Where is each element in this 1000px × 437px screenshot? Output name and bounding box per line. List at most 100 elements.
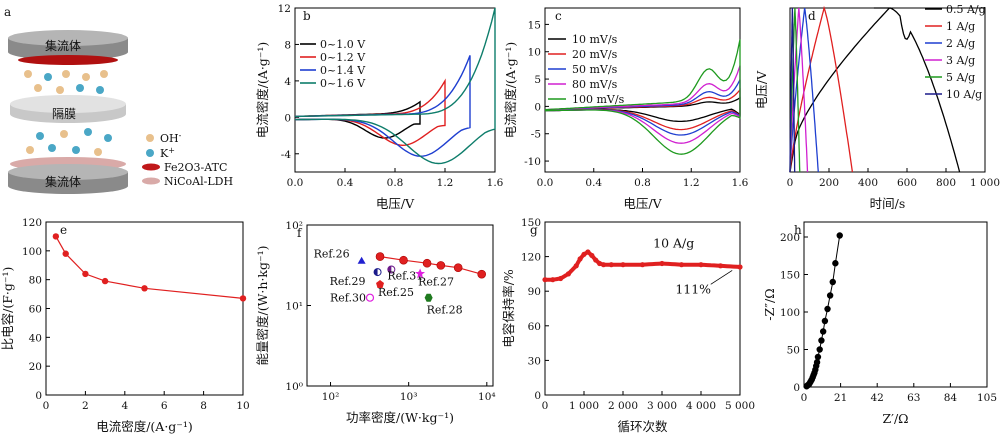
retention-point-16 <box>678 262 685 268</box>
y-tick-label-c: 0 <box>534 101 541 113</box>
x-tick-label-d: 0 <box>787 177 794 189</box>
y-tick-label-h: 0 <box>793 382 800 394</box>
y-tick-label-c: 15 <box>528 19 541 31</box>
panel-label-f: f <box>297 226 303 240</box>
x-axis-label-b: 电压/V <box>376 196 415 211</box>
ref-marker-half-2 <box>387 266 392 274</box>
gcd-curve-d-1 <box>789 5 854 173</box>
panel-a-schematic: a 集流体 隔膜 <box>4 5 233 194</box>
ref-label-0: Ref.26 <box>314 248 350 261</box>
y-tick-label-b: 8 <box>284 39 291 51</box>
x-tick-label-e: 4 <box>121 400 128 412</box>
ragone-point-2 <box>422 258 432 268</box>
gcd-curve-d-5 <box>789 7 796 173</box>
capacitance-point-2 <box>82 270 89 278</box>
legend-label-c-4: 100 mV/s <box>572 93 625 106</box>
retention-point-3 <box>565 271 572 277</box>
panel-label-d: d <box>808 9 816 23</box>
panel-label-e: e <box>60 223 67 237</box>
legend-oh-icon <box>146 134 154 142</box>
x-tick-label-b: 0.4 <box>337 177 354 189</box>
x-tick-label-c: 0.4 <box>585 177 602 189</box>
ragone-point-0 <box>375 252 385 261</box>
x-tick-label-b: 1.2 <box>437 177 454 189</box>
retention-point-8 <box>589 252 595 259</box>
retention-point-7 <box>585 249 591 255</box>
fe2o3-layer <box>18 55 118 65</box>
legend-fe2o3-icon <box>142 163 160 171</box>
gcd-curve-d-0 <box>789 7 961 173</box>
y-axis-label-h: -Z″/Ω <box>762 288 777 320</box>
panel-e: 0 2 4 6 8 10020406080100120电流密度/(A·g⁻¹)比电容/(F… <box>0 217 250 434</box>
end-label-pointer <box>710 270 733 285</box>
y-tick-label-e: 40 <box>29 332 42 344</box>
gcd-curve-d-3 <box>789 7 809 173</box>
retention-point-17 <box>698 262 704 268</box>
y-tick-label-f: 10⁰ <box>285 381 303 393</box>
legend-label-b-1: 0~1.2 V <box>320 51 366 64</box>
y-tick-label-h: 150 <box>780 270 800 282</box>
panel-d: 0 200 400 600 800 1 000 时间/s 电压/V d 0.5 A/g 1 A/g 2… <box>754 3 1000 211</box>
y-tick-label-g: 60 <box>528 321 541 333</box>
x-tick-label-c: 1.2 <box>683 177 700 189</box>
schematic-legend: OH- K+ Fe2O3-ATC NiCoAl-LDH <box>142 131 233 188</box>
y-tick-label-b: 0 <box>284 112 291 124</box>
nyquist-point-16 <box>819 328 827 335</box>
x-tick-label-h: 105 <box>977 392 997 404</box>
y-tick-label-e: 60 <box>29 304 42 316</box>
retention-point-12 <box>608 262 614 268</box>
x-tick-label-c: 1.6 <box>732 177 749 189</box>
nyquist-point-22 <box>836 232 843 239</box>
ref-label-5: Ref.30 <box>330 292 366 305</box>
ref-marker-4 <box>376 279 385 288</box>
x-axis-label-h: Z′/Ω <box>882 411 908 426</box>
x-tick-label-h: 0 <box>801 392 808 404</box>
retention-point-0 <box>542 277 548 283</box>
nyquist-point-14 <box>816 346 823 353</box>
y-axis-label-e: 比电容/(F·g⁻¹) <box>0 267 15 351</box>
retention-point-19 <box>737 264 743 270</box>
y-axis-label-b: 电流密度/(A·g⁻¹) <box>255 42 270 139</box>
retention-point-2 <box>558 275 564 282</box>
x-tick-label-f: 10² <box>322 391 340 403</box>
separator-label: 隔膜 <box>52 107 76 121</box>
top-collector-label: 集流体 <box>45 38 81 53</box>
x-tick-label-e: 0 <box>43 400 50 412</box>
rate-annotation: 10 A/g <box>653 235 694 250</box>
plot-frame-g <box>544 221 741 396</box>
x-tick-label-d: 200 <box>819 177 839 189</box>
ragone-point-4 <box>453 263 463 272</box>
nyquist-point-15 <box>818 337 825 344</box>
panel-g: 0 1 000 2 000 3 000 4 000 5 000 0 30 60 90 120 150 循… <box>501 217 755 434</box>
retention-point-15 <box>659 260 665 267</box>
ions-upper <box>24 70 108 94</box>
capacitance-line <box>55 236 244 299</box>
ragone-point-1 <box>399 255 408 265</box>
x-tick-label-h: 63 <box>907 392 920 404</box>
x-tick-label-g: 0 <box>542 400 549 412</box>
x-tick-label-g: 3 000 <box>647 400 677 412</box>
nyquist-point-18 <box>824 305 831 313</box>
legend-label-d-5: 10 A/g <box>946 88 982 101</box>
x-tick-label-c: 0.0 <box>537 177 554 189</box>
x-tick-label-b: 1.6 <box>487 177 504 189</box>
top-collector-top <box>8 30 128 46</box>
capacitance-point-5 <box>239 295 247 302</box>
y-axis-label-g: 电容保持率/% <box>501 269 516 348</box>
separator-top <box>10 95 126 113</box>
legend-fe2o3: Fe2O3-ATC <box>164 161 227 174</box>
y-tick-label-b: 12 <box>278 3 291 15</box>
x-tick-label-d: 800 <box>936 177 956 189</box>
ref-label-3: Ref.27 <box>418 275 454 288</box>
ref-label-2: Ref.31 <box>387 270 423 283</box>
y-axis-label-d: 电压/V <box>754 70 769 109</box>
y-axis-label-c: 电流密度/(A·g⁻¹) <box>503 42 518 139</box>
retention-point-13 <box>620 262 626 268</box>
ref-marker-5 <box>365 293 375 302</box>
legend-label-c-2: 50 mV/s <box>572 63 618 76</box>
x-tick-label-b: 0.8 <box>387 177 404 189</box>
x-tick-label-b: 0.0 <box>287 177 304 189</box>
x-tick-label-h: 42 <box>871 392 884 404</box>
legend-k: K+ <box>160 146 175 160</box>
x-tick-label-e: 6 <box>161 400 168 412</box>
